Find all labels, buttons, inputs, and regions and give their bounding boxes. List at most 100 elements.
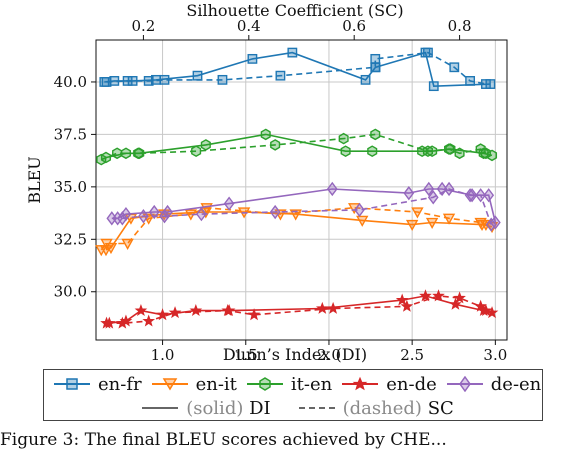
line-en-de-sc	[106, 295, 487, 325]
x-tick-label: 2.0	[317, 346, 341, 364]
point-en-de-di	[395, 293, 409, 306]
point-en-it-sc	[121, 238, 134, 250]
point-de-en-di	[466, 188, 478, 203]
point-it-en-di	[478, 147, 489, 160]
x2-tick-label: 0.6	[342, 17, 366, 35]
y-axis-label: BLEU	[25, 156, 44, 204]
point-en-fr-di	[420, 47, 431, 58]
point-en-it-di	[405, 219, 419, 232]
point-it-en-sc	[454, 147, 465, 160]
point-de-en-sc	[196, 206, 207, 222]
point-en-de-di	[485, 306, 499, 319]
point-en-fr-di	[109, 76, 120, 86]
line-en-fr-sc	[106, 51, 487, 85]
solid-line-icon	[142, 407, 179, 409]
top-axis-label: Silhouette Coefficient (SC)	[186, 1, 403, 20]
legend-solid-prefix: (solid)	[186, 397, 244, 419]
point-en-de-di	[222, 303, 236, 317]
point-it-en-di	[100, 151, 112, 164]
point-en-fr-di	[287, 47, 298, 58]
point-en-fr-sc	[449, 62, 460, 73]
bottom-axis-label: Dunn’s Index (DI)	[223, 345, 367, 364]
legend-label: en-fr	[98, 373, 142, 395]
point-it-en-di	[445, 143, 456, 155]
point-en-fr-di	[192, 70, 203, 81]
point-de-en-sc	[138, 209, 149, 224]
x2-tick-label: 0.2	[131, 17, 155, 35]
point-en-it-di	[356, 215, 369, 227]
y-tick-label: 35.0	[54, 178, 87, 196]
point-de-en-sc	[464, 188, 476, 203]
point-en-de-di	[102, 316, 116, 329]
y-tick-label: 30.0	[54, 283, 87, 301]
y-tick-label: 40.0	[54, 73, 87, 91]
point-en-it-di	[475, 219, 489, 232]
point-de-en-di	[403, 185, 415, 201]
point-en-fr-di	[99, 77, 110, 87]
point-it-en-sc	[191, 145, 202, 157]
point-it-en-sc	[475, 143, 486, 155]
point-de-en-di	[162, 204, 173, 220]
legend-series-row: en-fr en-it it-en en-de	[44, 372, 542, 396]
point-en-fr-sc	[143, 76, 154, 86]
point-it-en-di	[134, 147, 145, 160]
x-tick-label: 2.5	[400, 346, 424, 364]
legend-marker-square-icon	[54, 378, 90, 390]
legend-marker-hexagon-icon	[246, 377, 283, 391]
point-en-it-di	[425, 217, 439, 229]
series-layer	[95, 47, 501, 329]
legend-style-row: (solid) DI (dashed) SC	[44, 396, 542, 420]
series-en-it	[95, 203, 499, 257]
point-en-fr-di	[428, 81, 439, 92]
point-en-fr-sc	[122, 76, 133, 86]
point-it-en-di	[120, 147, 131, 160]
legend: en-fr en-it it-en en-de	[43, 369, 543, 421]
legend-solid-label: DI	[249, 397, 271, 419]
legend-dashed-prefix: (dashed)	[342, 397, 422, 419]
legend-label: de-en	[490, 373, 542, 395]
point-it-en-di	[417, 145, 428, 157]
point-en-de-di	[477, 303, 491, 317]
point-en-fr-di	[370, 62, 381, 73]
x-tick-label: 3.0	[483, 346, 507, 364]
dashed-line-icon	[298, 407, 335, 409]
point-de-en-di	[489, 215, 501, 230]
point-en-it-di	[104, 242, 118, 255]
legend-label: it-en	[290, 373, 333, 395]
point-de-en-di	[326, 181, 338, 197]
legend-label: en-de	[386, 373, 437, 395]
y-tick-label: 32.5	[54, 230, 87, 248]
legend-label: en-it	[195, 373, 237, 395]
point-de-en-di	[483, 188, 495, 203]
legend-entry-de-en: de-en	[445, 373, 542, 395]
y-tick-label: 37.5	[54, 125, 87, 143]
point-de-en-sc	[485, 217, 497, 232]
point-de-en-di	[436, 181, 448, 197]
point-en-it-sc	[442, 213, 456, 225]
point-en-de-di	[156, 308, 169, 321]
point-it-en-di	[486, 149, 498, 162]
point-en-de-sc	[142, 314, 156, 327]
point-en-de-di	[315, 301, 329, 314]
legend-entry-solid: (solid) DI	[140, 397, 271, 419]
point-en-de-sc	[453, 291, 466, 304]
bleu-chart: 1.0 1.5 2.0 2.5 3.0 30.0 32.5 35.0 37.5 40.0 0.2 0.…	[25, 1, 508, 364]
point-de-en-sc	[354, 202, 365, 218]
point-it-en-di	[427, 145, 438, 157]
x2-tick-label: 0.4	[237, 17, 261, 35]
point-it-en-sc	[112, 147, 123, 160]
point-de-en-di	[112, 211, 124, 226]
line-en-de-di	[109, 295, 493, 324]
point-en-de-sc	[432, 289, 445, 302]
point-en-de-di	[189, 303, 203, 317]
series-en-de	[100, 289, 499, 329]
point-en-de-sc	[400, 299, 414, 312]
legend-entry-en-de: en-de	[340, 374, 437, 395]
point-en-de-di	[119, 314, 133, 327]
point-en-de-di	[419, 289, 432, 302]
point-en-de-sc	[247, 308, 261, 321]
legend-entry-it-en: it-en	[245, 374, 332, 395]
point-en-fr-di	[485, 79, 496, 89]
point-de-en-sc	[269, 204, 281, 220]
legend-marker-diamond-icon	[446, 376, 483, 392]
